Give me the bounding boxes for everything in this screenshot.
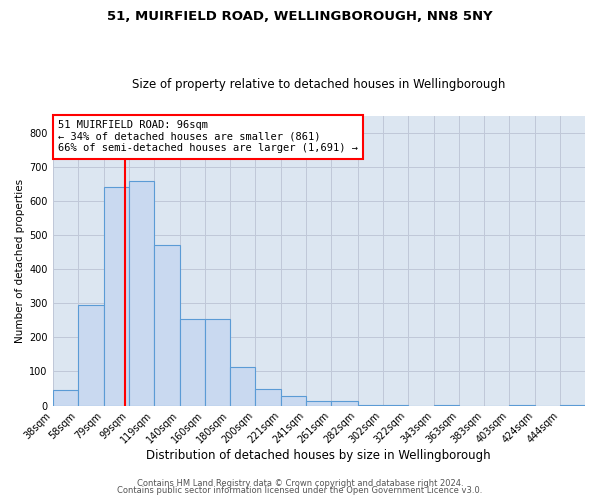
Bar — [205, 320, 230, 406]
Title: Size of property relative to detached houses in Wellingborough: Size of property relative to detached ho… — [132, 78, 505, 91]
X-axis label: Distribution of detached houses by size in Wellingborough: Distribution of detached houses by size … — [146, 450, 491, 462]
Bar — [306, 401, 331, 406]
Bar — [255, 389, 281, 406]
Bar — [180, 320, 205, 406]
Bar — [77, 305, 104, 406]
Bar — [281, 396, 306, 406]
Bar — [53, 390, 77, 406]
Bar — [331, 401, 358, 406]
Text: Contains public sector information licensed under the Open Government Licence v3: Contains public sector information licen… — [118, 486, 482, 495]
Bar — [129, 180, 154, 406]
Text: 51, MUIRFIELD ROAD, WELLINGBOROUGH, NN8 5NY: 51, MUIRFIELD ROAD, WELLINGBOROUGH, NN8 … — [107, 10, 493, 23]
Text: Contains HM Land Registry data © Crown copyright and database right 2024.: Contains HM Land Registry data © Crown c… — [137, 478, 463, 488]
Text: 51 MUIRFIELD ROAD: 96sqm
← 34% of detached houses are smaller (861)
66% of semi-: 51 MUIRFIELD ROAD: 96sqm ← 34% of detach… — [58, 120, 358, 154]
Bar — [230, 367, 255, 406]
Bar — [104, 188, 129, 406]
Y-axis label: Number of detached properties: Number of detached properties — [15, 178, 25, 342]
Bar — [154, 246, 180, 406]
